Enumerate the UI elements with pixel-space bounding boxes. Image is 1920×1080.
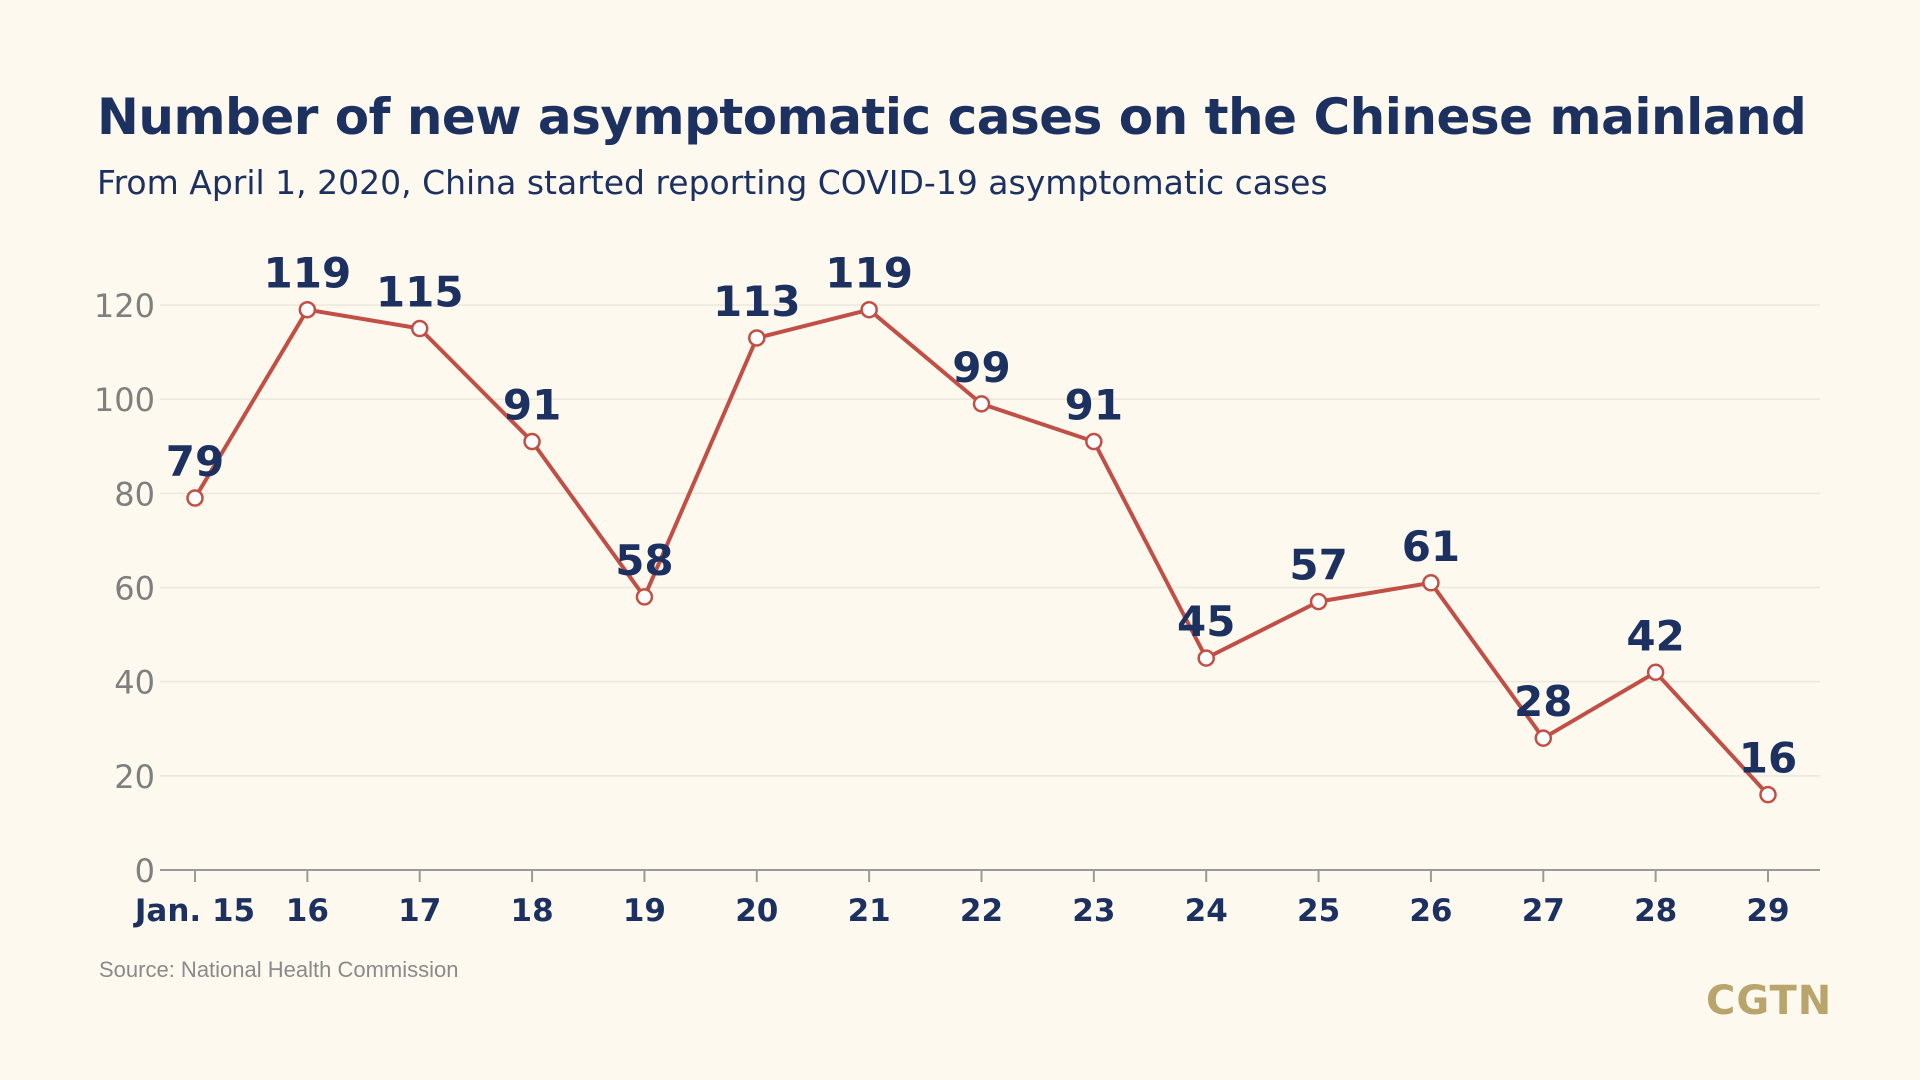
data-label: 61: [1402, 522, 1460, 571]
data-label: 42: [1626, 611, 1684, 660]
y-tick-label: 0: [135, 852, 155, 890]
data-point: [1309, 592, 1328, 611]
data-label: 57: [1289, 541, 1347, 590]
data-label: 16: [1739, 734, 1797, 783]
x-tick-label: 20: [735, 893, 778, 929]
data-label: 58: [615, 536, 673, 585]
chart-title: Number of new asymptomatic cases on the …: [97, 88, 1807, 146]
y-tick-label: 120: [94, 287, 155, 325]
data-point: [1646, 663, 1665, 681]
x-tick-label: 28: [1634, 893, 1677, 929]
data-point: [1197, 649, 1215, 667]
x-tick-label: 21: [848, 893, 891, 929]
data-point: [860, 300, 878, 319]
y-tick-label: 80: [114, 475, 155, 513]
data-label: 45: [1177, 597, 1235, 646]
data-label: 28: [1514, 677, 1572, 726]
source-note: Source: National Health Commission: [99, 957, 459, 982]
y-tick-label: 20: [114, 758, 155, 796]
data-label: 91: [1065, 381, 1123, 430]
x-tick-label: 17: [398, 893, 441, 929]
data-point: [748, 329, 766, 347]
x-tick-label: Jan. 15: [133, 893, 255, 929]
data-point: [972, 395, 991, 413]
data-point: [1085, 432, 1103, 451]
data-point: [1534, 729, 1553, 747]
cgtn-logo: CGTN: [1706, 978, 1833, 1024]
data-point: [1759, 785, 1777, 804]
x-tick-label: 18: [511, 893, 554, 929]
data-point: [1422, 574, 1440, 592]
data-point: [410, 319, 429, 338]
x-tick-label: 24: [1185, 893, 1228, 929]
y-tick-label: 60: [114, 570, 155, 608]
data-label: 113: [713, 277, 801, 326]
data-point: [298, 300, 317, 319]
data-label: 119: [825, 249, 913, 298]
x-tick-label: 29: [1746, 893, 1789, 929]
data-label: 115: [376, 268, 464, 317]
data-label: 119: [264, 249, 352, 298]
x-tick-label: 23: [1072, 893, 1115, 929]
x-tick-label: 22: [960, 893, 1003, 929]
data-point: [635, 588, 654, 606]
chart-subtitle: From April 1, 2020, China started report…: [97, 163, 1328, 202]
y-tick-label: 100: [94, 381, 155, 419]
x-tick-label: 26: [1409, 893, 1452, 929]
x-tick-label: 25: [1297, 893, 1340, 929]
x-tick-label: 16: [286, 893, 329, 929]
data-label: 79: [166, 437, 224, 486]
x-tick-label: 19: [623, 893, 666, 929]
x-tick-label: 27: [1522, 893, 1565, 929]
data-label: 91: [503, 381, 561, 430]
data-point: [523, 432, 541, 451]
y-tick-label: 40: [114, 664, 155, 702]
data-label: 99: [952, 343, 1010, 392]
data-point: [186, 489, 204, 507]
